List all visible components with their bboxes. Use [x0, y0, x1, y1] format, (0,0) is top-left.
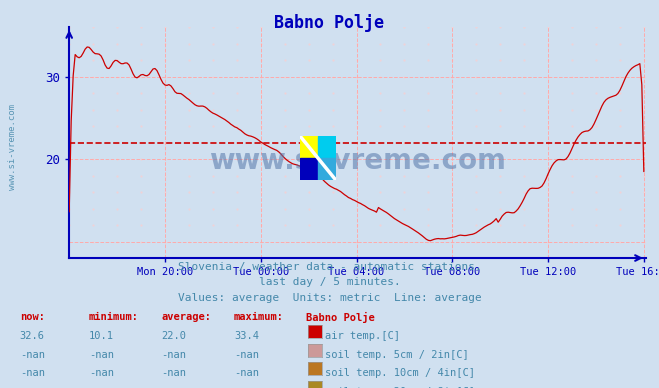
Text: now:: now:: [20, 312, 45, 322]
Text: -nan: -nan: [20, 387, 45, 388]
Text: -nan: -nan: [20, 368, 45, 378]
Bar: [300, 136, 318, 158]
Text: 33.4: 33.4: [234, 331, 259, 341]
Text: -nan: -nan: [234, 350, 259, 360]
Text: average:: average:: [161, 312, 212, 322]
Text: -nan: -nan: [234, 387, 259, 388]
Text: -nan: -nan: [89, 350, 114, 360]
Text: -nan: -nan: [20, 350, 45, 360]
Text: air temp.[C]: air temp.[C]: [325, 331, 400, 341]
Text: 22.0: 22.0: [161, 331, 186, 341]
Text: soil temp. 5cm / 2in[C]: soil temp. 5cm / 2in[C]: [325, 350, 469, 360]
Text: Babno Polje: Babno Polje: [306, 312, 375, 323]
Text: soil temp. 20cm / 8in[C]: soil temp. 20cm / 8in[C]: [325, 387, 475, 388]
Text: last day / 5 minutes.: last day / 5 minutes.: [258, 277, 401, 288]
Text: -nan: -nan: [234, 368, 259, 378]
Text: www.si-vreme.com: www.si-vreme.com: [8, 104, 17, 191]
Text: -nan: -nan: [161, 350, 186, 360]
Text: 10.1: 10.1: [89, 331, 114, 341]
Text: www.si-vreme.com: www.si-vreme.com: [209, 147, 506, 175]
Text: -nan: -nan: [161, 387, 186, 388]
Text: -nan: -nan: [89, 368, 114, 378]
Bar: [318, 158, 336, 180]
Text: minimum:: minimum:: [89, 312, 139, 322]
Text: maximum:: maximum:: [234, 312, 284, 322]
Text: 32.6: 32.6: [20, 331, 45, 341]
Text: Slovenia / weather data - automatic stations.: Slovenia / weather data - automatic stat…: [178, 262, 481, 272]
Text: soil temp. 10cm / 4in[C]: soil temp. 10cm / 4in[C]: [325, 368, 475, 378]
Bar: [318, 136, 336, 158]
Text: Values: average  Units: metric  Line: average: Values: average Units: metric Line: aver…: [178, 293, 481, 303]
Text: Babno Polje: Babno Polje: [275, 14, 384, 31]
Text: -nan: -nan: [89, 387, 114, 388]
Bar: [300, 158, 318, 180]
Text: -nan: -nan: [161, 368, 186, 378]
